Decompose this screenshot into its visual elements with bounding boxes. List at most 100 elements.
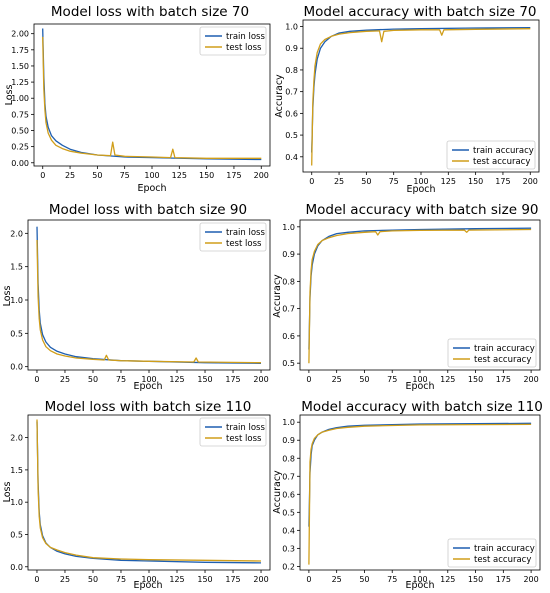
- y-tick-label: 1.00: [11, 94, 29, 103]
- y-tick-label: 0.4: [282, 526, 295, 535]
- legend-entry: train accuracy: [474, 344, 535, 354]
- x-tick-label: 175: [225, 575, 240, 584]
- x-tick-label: 0: [34, 375, 39, 384]
- y-tick-label: 0.8: [282, 277, 295, 286]
- panel-accuracy-batch-110: Model accuracy with batch size 110 Epoch…: [272, 399, 543, 591]
- legend-entry: train accuracy: [473, 146, 534, 156]
- y-axis-label: Accuracy: [274, 74, 285, 118]
- x-tick-label: 125: [440, 375, 455, 384]
- chart-title: Model loss with batch size 70: [51, 4, 249, 20]
- legend-entry: train loss: [226, 228, 265, 238]
- x-tick-label: 125: [169, 575, 184, 584]
- series-line-1: [36, 419, 262, 562]
- legend-entry: test loss: [226, 434, 262, 444]
- y-tick-label: 0.2: [282, 562, 295, 571]
- x-tick-label: 75: [387, 375, 397, 384]
- x-tick-label: 100: [413, 177, 428, 186]
- x-tick-label: 75: [116, 575, 126, 584]
- legend-entry: train loss: [226, 32, 265, 42]
- y-tick-label: 0.9: [285, 44, 298, 53]
- x-tick-label: 50: [359, 375, 369, 384]
- x-tick-label: 25: [60, 575, 70, 584]
- x-tick-label: 75: [120, 171, 130, 180]
- y-tick-label: 0.0: [10, 563, 23, 572]
- series-line-1: [308, 423, 532, 565]
- x-tick-label: 175: [226, 171, 241, 180]
- series-line-1: [42, 36, 262, 159]
- x-tick-label: 125: [441, 177, 456, 186]
- y-tick-label: 1.0: [10, 296, 23, 305]
- x-axis-label: Epoch: [405, 381, 434, 392]
- x-tick-label: 100: [141, 375, 156, 384]
- y-tick-label: 0.6: [282, 332, 295, 341]
- legend-entry: train loss: [226, 423, 265, 433]
- y-tick-label: 2.00: [11, 30, 29, 39]
- x-tick-label: 125: [440, 575, 455, 584]
- chart-title: Model accuracy with batch size 70: [303, 4, 536, 20]
- x-tick-label: 150: [197, 375, 212, 384]
- y-tick-label: 0.6: [282, 490, 295, 499]
- y-tick-label: 1.0: [282, 418, 295, 427]
- legend-box: [446, 140, 536, 170]
- x-tick-label: 100: [412, 575, 427, 584]
- x-tick-label: 25: [332, 575, 342, 584]
- x-tick-label: 100: [141, 575, 156, 584]
- x-tick-label: 0: [306, 375, 311, 384]
- y-tick-label: 0.5: [282, 359, 295, 368]
- x-tick-label: 175: [496, 375, 511, 384]
- x-tick-label: 0: [40, 171, 45, 180]
- x-axis-label: Epoch: [405, 580, 434, 591]
- x-axis-label: Epoch: [137, 183, 166, 194]
- x-tick-label: 150: [468, 177, 483, 186]
- y-tick-label: 1.75: [11, 46, 29, 55]
- x-axis-label: Epoch: [133, 381, 162, 392]
- x-axis-label: Epoch: [406, 184, 435, 195]
- x-tick-label: 25: [332, 375, 342, 384]
- y-tick-label: 1.0: [10, 498, 23, 507]
- x-tick-label: 25: [60, 375, 70, 384]
- y-axis-label: Loss: [2, 482, 13, 503]
- x-tick-label: 0: [306, 575, 311, 584]
- y-tick-label: 0.5: [10, 329, 23, 338]
- x-tick-label: 200: [523, 575, 538, 584]
- x-tick-label: 50: [88, 375, 98, 384]
- legend-entry: test accuracy: [474, 355, 531, 365]
- y-tick-label: 0.50: [11, 127, 29, 136]
- series-line-1: [308, 228, 532, 364]
- x-tick-label: 50: [92, 171, 102, 180]
- y-tick-label: 0.0: [10, 363, 23, 372]
- y-tick-label: 1.25: [11, 78, 29, 87]
- y-tick-label: 0.25: [11, 143, 29, 152]
- y-axis-label: Accuracy: [272, 470, 283, 514]
- chart-title: Model loss with batch size 110: [45, 399, 252, 415]
- panel-accuracy-batch-70: Model accuracy with batch size 70 Epoch …: [274, 4, 540, 195]
- x-tick-label: 125: [172, 171, 187, 180]
- x-tick-label: 75: [389, 177, 399, 186]
- chart-title: Model accuracy with batch size 90: [305, 202, 538, 218]
- y-tick-label: 2.0: [10, 434, 23, 443]
- x-tick-label: 200: [253, 375, 268, 384]
- x-tick-label: 25: [334, 177, 344, 186]
- y-axis-label: Loss: [4, 85, 15, 106]
- y-tick-label: 1.50: [11, 62, 29, 71]
- y-tick-label: 0.3: [282, 544, 295, 553]
- panel-loss-batch-110: Model loss with batch size 110 Epoch Los…: [2, 399, 271, 591]
- series-line-1: [311, 28, 531, 166]
- chart-title: Model loss with batch size 90: [49, 202, 247, 218]
- chart-title: Model accuracy with batch size 110: [301, 399, 543, 415]
- x-tick-label: 200: [523, 177, 538, 186]
- y-tick-label: 0.7: [282, 305, 295, 314]
- y-tick-label: 0.5: [282, 508, 295, 517]
- x-tick-label: 0: [34, 575, 39, 584]
- legend-box: [199, 417, 267, 447]
- x-tick-label: 200: [254, 171, 269, 180]
- y-tick-label: 0.8: [285, 66, 298, 75]
- x-tick-label: 100: [412, 375, 427, 384]
- y-tick-label: 0.7: [282, 472, 295, 481]
- x-tick-label: 175: [495, 177, 510, 186]
